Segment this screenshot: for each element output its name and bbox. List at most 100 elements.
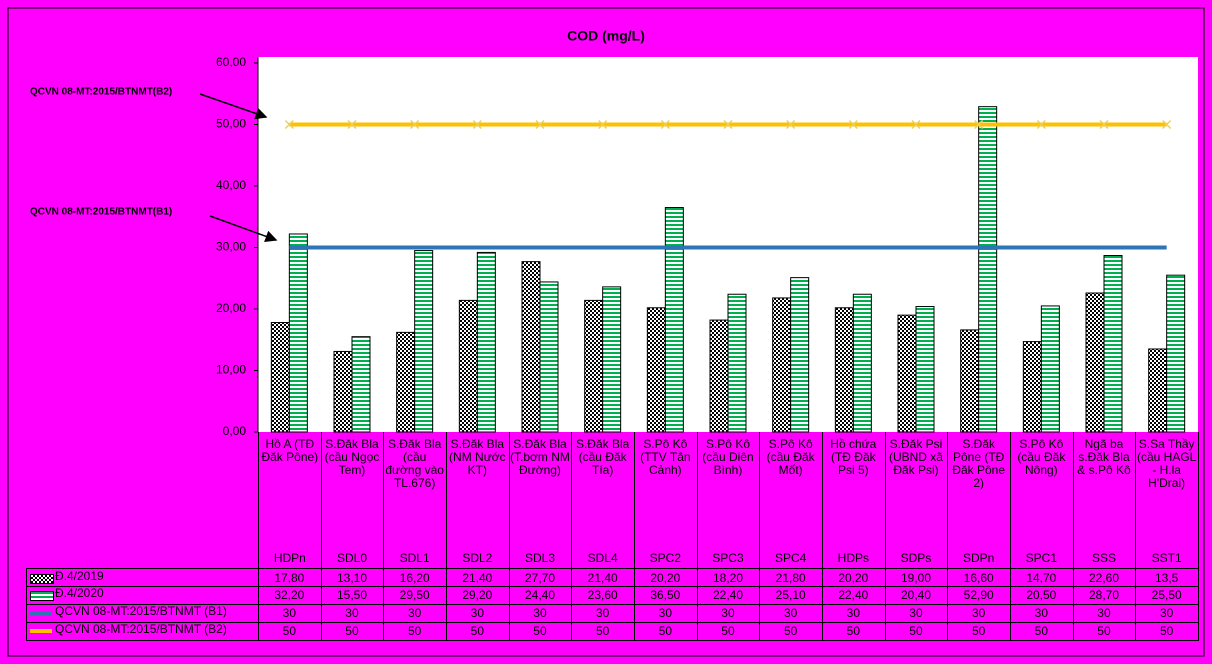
category-cell: Hồ chứa (TĐ Đăk Psi 5) HDPs — [822, 432, 886, 569]
table-value: 50 — [1072, 622, 1137, 641]
bar — [1103, 254, 1123, 433]
bar — [351, 336, 371, 433]
category-code: SPC4 — [774, 551, 807, 565]
category-cell: Ngã ba s.Đăk Bla & s.Pô Kô SSS — [1072, 432, 1137, 569]
category-code: SPC2 — [649, 551, 681, 565]
table-value: 21,80 — [759, 568, 823, 587]
marker — [848, 119, 858, 130]
table-value: 30 — [446, 604, 510, 623]
y-tick-label: 40,00 — [216, 178, 246, 192]
category-label: S.Đăk Bla (cầu đường vào TL.676) — [385, 437, 444, 490]
bar — [270, 322, 290, 433]
category-cell: S.Sa Thầy (cầu HAGL - H.la H'Drai) SST1 — [1135, 432, 1199, 569]
bar — [584, 299, 604, 433]
legend-cell: QCVN 08-MT:2015/BTNMT (B1) — [26, 604, 259, 623]
table-value: 20,20 — [634, 568, 698, 587]
bar — [772, 297, 792, 433]
table-value: 14,70 — [1010, 568, 1074, 587]
category-cell: S.Đăk Bla (cầu Ngọc Tem) SDL0 — [320, 432, 385, 569]
bar — [396, 331, 416, 433]
category-label: S.Pô Kô (cầu Diên Bình) — [702, 437, 754, 477]
bar — [978, 106, 998, 433]
marker — [598, 119, 608, 130]
table-value: 50 — [1010, 622, 1074, 641]
table-value: 22,60 — [1072, 568, 1137, 587]
table-value: 30 — [1010, 604, 1074, 623]
chart-title: COD (mg/L) — [567, 28, 645, 44]
marker — [911, 119, 921, 130]
marker — [1162, 119, 1172, 130]
table-value: 23,60 — [571, 586, 635, 605]
category-code: SSS — [1091, 551, 1116, 565]
table-value: 32,20 — [258, 586, 322, 605]
table-value: 30 — [1072, 604, 1137, 623]
table-value: 50 — [508, 622, 573, 641]
category-label: S.Đăk Bla (cầu Ngọc Tem) — [324, 437, 380, 477]
table-value: 20,20 — [822, 568, 886, 587]
category-code: SST1 — [1151, 551, 1182, 565]
table-value: 21,40 — [446, 568, 510, 587]
table-value: 28,70 — [1072, 586, 1137, 605]
table-value: 27,70 — [508, 568, 573, 587]
y-tick-label: 60,00 — [216, 55, 246, 69]
category-label: S.Pô Kô (cầu Đăk Nông) — [1017, 437, 1066, 477]
table-value: 30 — [884, 604, 949, 623]
bar — [1022, 341, 1042, 433]
bar — [414, 250, 434, 433]
bar — [790, 277, 810, 433]
category-code: SDPn — [962, 551, 995, 565]
category-cell: S.Đăk Bla (T.bơm NM Đường) SDL3 — [508, 432, 573, 569]
bar — [333, 350, 353, 433]
marker — [284, 119, 294, 130]
table-value: 30 — [634, 604, 698, 623]
table-value: 29,50 — [383, 586, 447, 605]
table-value: 50 — [320, 622, 385, 641]
y-tick-label: 10,00 — [216, 363, 246, 377]
table-value: 50 — [446, 622, 510, 641]
bar — [960, 329, 980, 433]
table-value: 30 — [320, 604, 385, 623]
bar — [288, 233, 308, 433]
table-value: 30 — [571, 604, 635, 623]
category-cell: S.Đăk Bla (NM Nước KT) SDL2 — [446, 432, 510, 569]
bar — [458, 299, 478, 433]
table-value: 50 — [258, 622, 322, 641]
bar — [664, 207, 684, 433]
frame — [7, 7, 1205, 657]
category-label: S.Pô Kô (cầu Đăk Mốt) — [766, 437, 815, 477]
category-cell: S.Pô Kô (cầu Đăk Mốt) SPC4 — [759, 432, 823, 569]
bar — [709, 319, 729, 433]
legend-key — [30, 591, 54, 601]
bar — [1085, 292, 1105, 433]
category-code: SPC3 — [712, 551, 744, 565]
category-cell: S.Đăk Psi (UBND xã Đăk Psi) SDPs — [884, 432, 949, 569]
bar — [1148, 348, 1168, 433]
table-value: 50 — [947, 622, 1011, 641]
table-value: 30 — [822, 604, 886, 623]
table-value: 17,80 — [258, 568, 322, 587]
table-value: 52,90 — [947, 586, 1011, 605]
legend-key — [30, 629, 52, 633]
category-code: SDL3 — [524, 551, 555, 565]
table-value: 50 — [759, 622, 823, 641]
bar — [852, 293, 872, 433]
legend-cell: Đ.4/2019 — [26, 568, 259, 587]
category-label: Hồ A (TĐ Đăk Pône) — [261, 437, 319, 464]
table-value: 30 — [696, 604, 761, 623]
bar — [476, 251, 496, 433]
table-value: 30 — [383, 604, 447, 623]
marker — [723, 119, 733, 130]
table-value: 20,40 — [884, 586, 949, 605]
y-tick-label: 50,00 — [216, 117, 246, 131]
category-code: SDPs — [900, 551, 932, 565]
table-value: 25,50 — [1135, 586, 1199, 605]
category-cell: S.Pô Kô (TTV Tân Cảnh) SPC2 — [634, 432, 698, 569]
table-value: 50 — [383, 622, 447, 641]
table-value: 30 — [258, 604, 322, 623]
table-value: 30 — [759, 604, 823, 623]
category-cell: S.Pô Kô (cầu Đăk Nông) SPC1 — [1010, 432, 1074, 569]
annotation-arrow — [209, 215, 278, 243]
legend-key — [30, 611, 52, 615]
table-value: 15,50 — [320, 586, 385, 605]
